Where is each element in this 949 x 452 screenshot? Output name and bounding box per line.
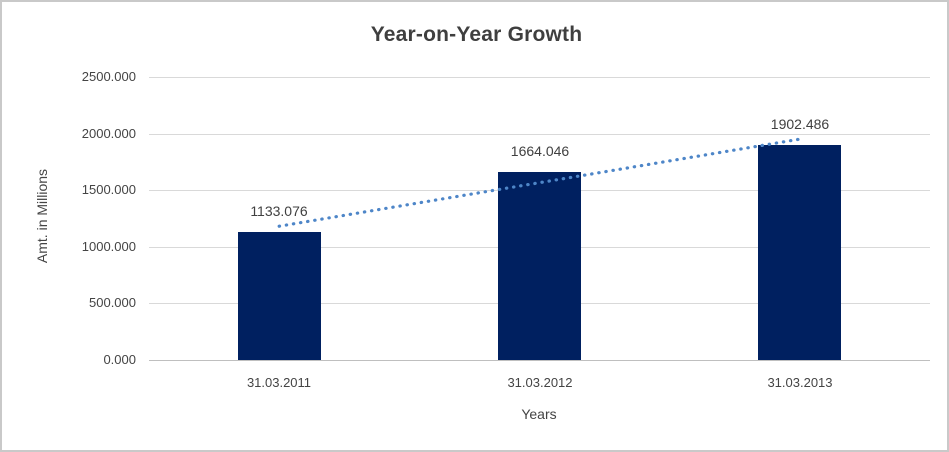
x-axis-line	[149, 360, 930, 361]
bar-31.03.2012	[498, 172, 581, 360]
y-tick-label: 1000.000	[81, 239, 136, 254]
y-tick-label: 2500.000	[81, 69, 136, 84]
data-label: 1664.046	[510, 143, 570, 159]
y-tick-label: 500.000	[89, 295, 136, 310]
bar-31.03.2013	[758, 145, 841, 360]
bar-31.03.2011	[238, 232, 321, 360]
data-label: 1133.076	[250, 203, 308, 219]
chart-title: Year-on-Year Growth	[370, 23, 583, 46]
y-tick-label: 0.000	[103, 352, 136, 367]
data-label: 1902.486	[770, 116, 830, 132]
y-axis-title: Amt. in Millions	[34, 168, 50, 264]
gridline	[149, 77, 930, 78]
x-tick-label: 31.03.2012	[507, 375, 573, 390]
gridline	[149, 134, 930, 135]
x-tick-label: 31.03.2011	[246, 375, 312, 390]
x-tick-label: 31.03.2013	[767, 375, 833, 390]
y-tick-label: 1500.000	[81, 182, 136, 197]
x-axis-title: Years	[521, 406, 557, 422]
y-tick-label: 2000.000	[81, 126, 136, 141]
